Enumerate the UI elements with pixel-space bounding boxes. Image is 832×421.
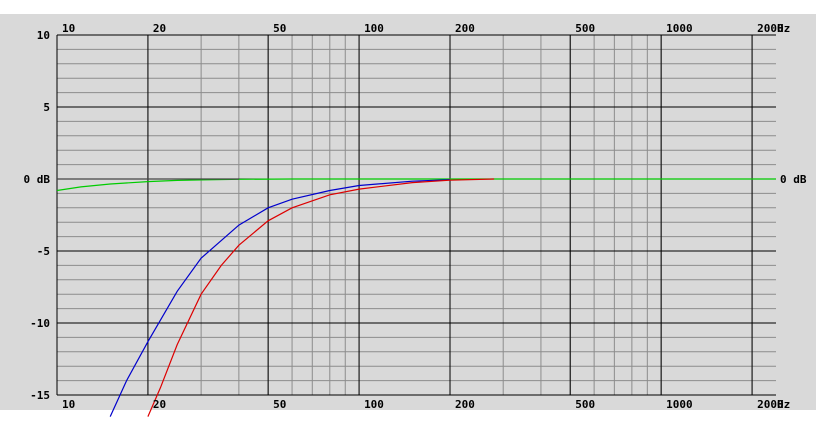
series-layer — [56, 178, 776, 417]
y-tick-label: 10 — [37, 29, 50, 42]
y-tick-label: -10 — [30, 317, 50, 330]
x-unit-label-bottom: Hz — [777, 398, 790, 411]
x-tick-label-bottom: 2000 — [757, 398, 784, 411]
y-tick-label: -5 — [37, 245, 50, 258]
x-tick-label-top: 50 — [273, 22, 286, 35]
x-tick-label-bottom: 200 — [455, 398, 475, 411]
x-tick-label-bottom: 10 — [62, 398, 75, 411]
axis-labels: 10 10 20 20 50 50 100 100 200 200 500 500 1000 1000 20… — [24, 22, 807, 411]
x-tick-label-bottom: 20 — [153, 398, 166, 411]
x-tick-label-bottom: 500 — [575, 398, 595, 411]
x-tick-label-top: 500 — [575, 22, 595, 35]
x-tick-label-top: 2000 — [757, 22, 784, 35]
x-tick-label-top: 100 — [364, 22, 384, 35]
y-tick-label: 0 dB — [24, 173, 51, 186]
y-tick-label: 5 — [43, 101, 50, 114]
x-tick-label-bottom: 50 — [273, 398, 286, 411]
y-tick-label: -15 — [30, 389, 50, 402]
x-tick-label-top: 1000 — [666, 22, 693, 35]
x-tick-label-top: 20 — [153, 22, 166, 35]
x-tick-label-bottom: 100 — [364, 398, 384, 411]
x-tick-label-bottom: 1000 — [666, 398, 693, 411]
chart-panel — [0, 14, 816, 410]
series-line-2 — [147, 178, 495, 417]
x-tick-label-top: 10 — [62, 22, 75, 35]
x-unit-label-top: Hz — [777, 22, 790, 35]
series-line-1 — [109, 179, 451, 417]
y-right-label: 0 dB — [780, 173, 807, 186]
x-tick-label-top: 200 — [455, 22, 475, 35]
